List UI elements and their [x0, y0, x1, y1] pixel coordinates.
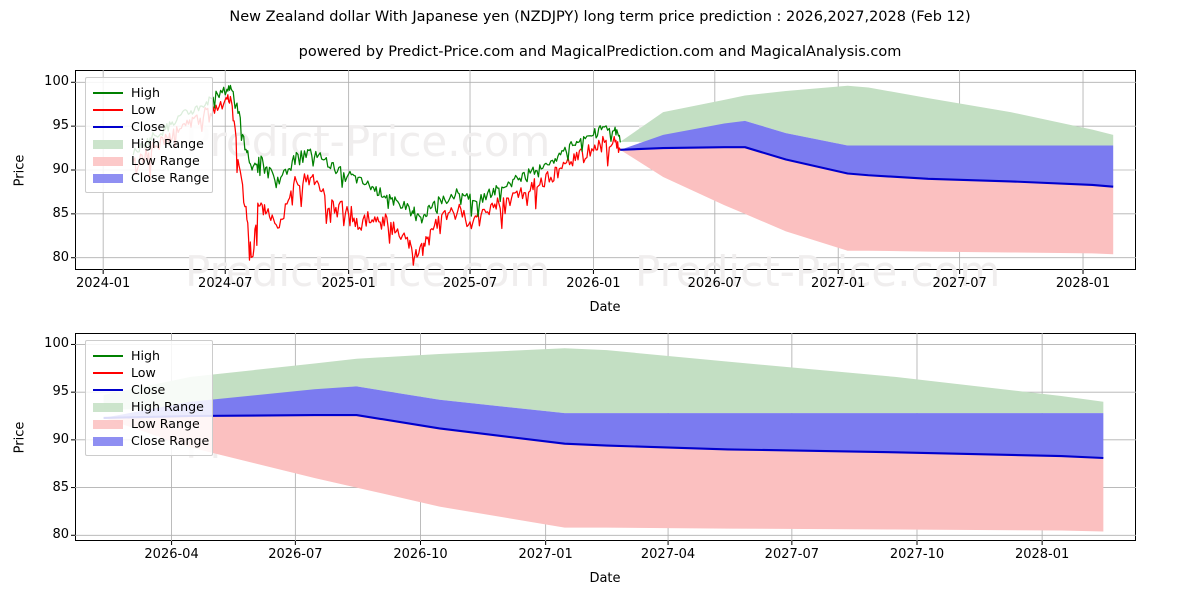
- close-forecast-line: [103, 414, 1104, 460]
- legend-swatch-icon: [93, 400, 123, 414]
- legend-item-close: Close: [93, 118, 204, 135]
- legend-item-high: High: [93, 84, 204, 101]
- bottom-chart-legend: High Low Close High Range Low Range Close Ran…: [85, 340, 213, 456]
- top-chart-plot: Predict-Price.com Predict-Price.com Predic…: [71, 70, 1136, 296]
- legend-item-label: Close Range: [131, 432, 210, 448]
- top-chart-xlabel: Date: [589, 300, 621, 315]
- page-title: New Zealand dollar With Japanese yen (NZ…: [229, 9, 971, 25]
- legend-item-label: Close: [131, 118, 166, 134]
- legend-item-label: Low Range: [131, 152, 200, 168]
- legend-item-label: Low Range: [131, 415, 200, 431]
- legend-item-close: Close: [93, 381, 204, 398]
- x-tick-label: 2026-07: [268, 547, 323, 562]
- legend-swatch-icon: [93, 120, 123, 134]
- y-tick-label: 95: [52, 118, 69, 134]
- legend-item-label: High: [131, 347, 160, 363]
- legend-swatch-icon: [93, 103, 123, 117]
- legend-swatch-icon: [93, 171, 123, 185]
- x-tick-label: 2028-01: [1014, 547, 1070, 562]
- close-range-band: [103, 386, 1104, 458]
- low-range-band: [620, 147, 1114, 255]
- legend-item-label: High Range: [131, 135, 204, 151]
- legend-item-label: Close: [131, 381, 166, 397]
- x-tick-label: 2024-01: [75, 276, 131, 291]
- legend-swatch-icon: [93, 383, 123, 397]
- legend-item-label: Low: [131, 101, 156, 117]
- y-tick-label: 90: [52, 162, 69, 177]
- high-history-line: [132, 84, 621, 224]
- legend-item-low-range: Low Range: [93, 152, 204, 169]
- legend-swatch-icon: [93, 349, 123, 363]
- x-tick-label: 2028-01: [1055, 276, 1111, 291]
- legend-swatch-icon: [93, 417, 123, 431]
- x-tick-label: 2027-07: [932, 276, 987, 291]
- y-tick-label: 80: [52, 249, 69, 265]
- x-tick-label: 2026-04: [144, 547, 199, 562]
- bottom-chart-xlabel: Date: [589, 571, 621, 586]
- x-tick-label: 2026-10: [393, 547, 448, 562]
- legend-item-close-range: Close Range: [93, 169, 209, 186]
- bottom-chart-ylabel: Price: [12, 421, 28, 454]
- watermark-text: Predict-Price.com: [185, 117, 550, 166]
- page-subtitle: powered by Predict-Price.com and Magical…: [298, 44, 902, 60]
- y-tick-label: 85: [52, 479, 69, 495]
- x-tick-label: 2027-07: [764, 547, 819, 562]
- y-tick-label: 100: [44, 74, 69, 90]
- x-tick-label: 2026-07: [687, 276, 742, 291]
- legend-item-label: High: [131, 84, 160, 100]
- x-tick-label: 2027-01: [811, 276, 866, 291]
- legend-item-high: High: [93, 347, 204, 364]
- top-chart-legend: High Low Close High Range Low Range Close Ran…: [85, 77, 213, 193]
- legend-item-label: High Range: [131, 398, 204, 414]
- y-tick-label: 100: [44, 336, 69, 352]
- legend-swatch-icon: [93, 434, 123, 448]
- legend-swatch-icon: [93, 366, 123, 380]
- legend-item-low: Low: [93, 364, 204, 381]
- high-range-band: [620, 85, 1114, 146]
- legend-swatch-icon: [93, 137, 123, 151]
- close-range-band: [620, 120, 1114, 187]
- high-range-band: [103, 348, 1104, 414]
- x-tick-label: 2024-07: [198, 276, 253, 291]
- x-tick-label: 2027-01: [518, 547, 573, 562]
- top-chart-ylabel: Price: [12, 154, 28, 187]
- top-chart-panel: Predict-Price.com Predict-Price.com Predic…: [71, 70, 1136, 296]
- legend-item-high-range: High Range: [93, 398, 204, 415]
- low-range-band: [103, 415, 1104, 532]
- x-tick-label: 2025-07: [442, 276, 498, 291]
- y-tick-label: 95: [52, 384, 69, 400]
- close-forecast-line: [620, 146, 1114, 188]
- legend-swatch-icon: [93, 154, 123, 168]
- legend-swatch-icon: [93, 86, 123, 100]
- y-tick-label: 80: [52, 527, 69, 543]
- legend-item-low-range: Low Range: [93, 415, 204, 432]
- y-tick-label: 90: [52, 431, 69, 447]
- x-tick-label: 2026-01: [566, 276, 621, 291]
- low-history-line: [132, 94, 621, 266]
- watermark-text: Predict-Price.com: [185, 247, 550, 296]
- y-tick-label: 85: [52, 205, 69, 221]
- legend-item-label: Close Range: [131, 169, 210, 185]
- x-tick-label: 2027-04: [640, 547, 696, 562]
- legend-item-low: Low: [93, 101, 204, 118]
- x-tick-label: 2025-01: [321, 276, 376, 291]
- watermark-text: Predict-Price.com: [635, 247, 1000, 296]
- legend-item-close-range: Close Range: [93, 432, 209, 449]
- x-tick-label: 2027-10: [889, 547, 945, 562]
- legend-item-label: Low: [131, 364, 156, 380]
- legend-item-high-range: High Range: [93, 135, 204, 152]
